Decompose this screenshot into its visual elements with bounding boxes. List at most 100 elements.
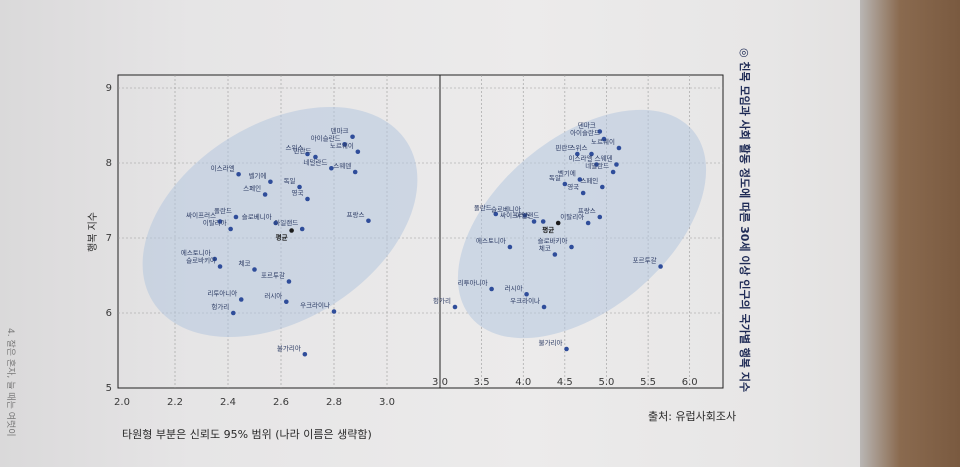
data-point <box>302 351 308 357</box>
data-point <box>262 192 268 197</box>
data-point <box>366 218 371 224</box>
point-label: 벨기에 <box>248 171 266 180</box>
point-label: 불가리아 <box>539 338 563 347</box>
data-point <box>493 211 499 217</box>
point-label: 노르웨이 <box>591 137 615 146</box>
point-label: 이스라엘 <box>569 154 593 163</box>
point-label: 싸이프러스 <box>500 211 530 220</box>
data-point <box>452 304 458 310</box>
data-point <box>594 162 599 167</box>
data-point <box>297 184 302 190</box>
data-point <box>233 214 239 220</box>
data-point <box>580 190 586 196</box>
point-label: 이탈리아 <box>203 218 227 227</box>
data-point <box>575 151 580 157</box>
ellipse-note: 타원형 부분은 신뢰도 95% 범위 (나라 이름은 생략함) <box>122 428 372 441</box>
point-label: 스웨덴 <box>595 154 613 163</box>
x-tick-label: 3.0 <box>379 397 395 408</box>
point-label: 에스토니아 <box>181 248 211 257</box>
data-point <box>577 177 583 182</box>
point-label: 스위스 <box>286 144 304 152</box>
data-point <box>562 181 568 187</box>
data-point <box>585 220 591 226</box>
data-point <box>531 219 537 224</box>
point-label: 프랑스 <box>578 207 596 215</box>
point-label: 헝가리 <box>211 302 229 311</box>
point-label: 싸이프러스 <box>186 211 216 220</box>
data-point <box>299 226 305 232</box>
data-point <box>217 219 223 224</box>
point-label: 아이슬란드 <box>311 133 341 142</box>
left-confidence-ellipse <box>142 106 418 338</box>
data-point <box>313 154 318 160</box>
y-tick-label: 7 <box>106 233 112 244</box>
data-point <box>601 136 607 142</box>
point-label: 아이슬란드 <box>570 128 600 137</box>
y-axis-label: 행복 지수 <box>87 212 99 252</box>
data-point <box>552 252 558 257</box>
data-point <box>616 145 622 151</box>
x-tick-label: 3.5 <box>474 377 490 388</box>
data-point <box>212 256 218 262</box>
data-point <box>217 264 223 269</box>
x-tick-label: 6.0 <box>682 377 698 388</box>
point-label: 폴란드 <box>474 204 492 212</box>
point-label: 폴란드 <box>214 207 232 215</box>
point-label: 우크라이나 <box>510 296 540 305</box>
data-point <box>555 220 561 226</box>
point-label: 네덜란드 <box>585 161 609 170</box>
point-label: 평균 <box>276 233 288 242</box>
data-point <box>331 309 337 314</box>
y-tick-label: 8 <box>106 158 112 169</box>
data-point <box>284 299 289 305</box>
point-label: 덴마크 <box>578 121 596 130</box>
data-point <box>589 151 594 157</box>
data-point <box>350 134 355 140</box>
data-point <box>352 169 358 175</box>
confidence-ellipses <box>142 106 707 339</box>
point-label: 러시아 <box>505 283 523 292</box>
point-label: 포르투갈 <box>633 257 657 265</box>
chart-title: ◎ 친목 모임과 사회 활동 정도에 따른 30세 이상 인구의 국가별 행복 … <box>738 48 752 392</box>
data-point <box>524 291 529 297</box>
data-point <box>658 264 663 269</box>
data-point <box>522 213 528 218</box>
point-label: 체코 <box>239 260 251 268</box>
x-tick-label: 2.6 <box>273 397 289 408</box>
y-tick-label: 6 <box>106 308 112 319</box>
y-tick-label: 9 <box>106 83 112 94</box>
data-point <box>342 141 347 147</box>
point-label: 스위스 <box>570 144 588 152</box>
point-label: 이탈리아 <box>560 212 584 221</box>
point-label: 아일랜드 <box>515 211 539 220</box>
point-label: 슬로바키아 <box>538 236 568 245</box>
data-point <box>289 228 294 233</box>
point-label: 슬로바키아 <box>186 256 216 265</box>
data-point <box>564 346 569 352</box>
data-point <box>541 304 547 310</box>
point-label: 영국 <box>567 182 579 191</box>
point-label: 헝가리 <box>433 296 451 305</box>
point-label: 리투아니아 <box>207 289 237 298</box>
point-label: 우크라이나 <box>300 301 330 310</box>
x-tick-label: 4.5 <box>557 377 573 388</box>
data-point <box>286 279 292 284</box>
point-label: 덴마크 <box>331 126 349 135</box>
point-label: 슬로베니아 <box>491 205 521 214</box>
data-point <box>489 286 494 292</box>
data-point <box>569 244 574 250</box>
point-label: 독일 <box>549 173 561 182</box>
data-point <box>228 226 233 232</box>
data-point <box>238 297 244 302</box>
source-note: 출처: 유럽사회조사 <box>648 409 736 423</box>
point-label: 스페인 <box>580 176 598 185</box>
data-point <box>236 171 241 177</box>
x-axis-ticks: 2.0 2.2 2.4 2.6 2.8 3.0 3.0 3.5 4.0 4.5 5.0 5.5 6.0 <box>114 377 698 408</box>
chapter-side-text: 4. 잘은 혼자, 늘 때는 여럿이 <box>5 328 17 437</box>
point-label: 독일 <box>284 176 296 185</box>
x-tick-label: 2.8 <box>326 397 342 408</box>
data-point <box>305 196 310 202</box>
data-point <box>600 184 605 190</box>
y-axis-ticks: 5 6 7 8 9 <box>106 83 112 394</box>
